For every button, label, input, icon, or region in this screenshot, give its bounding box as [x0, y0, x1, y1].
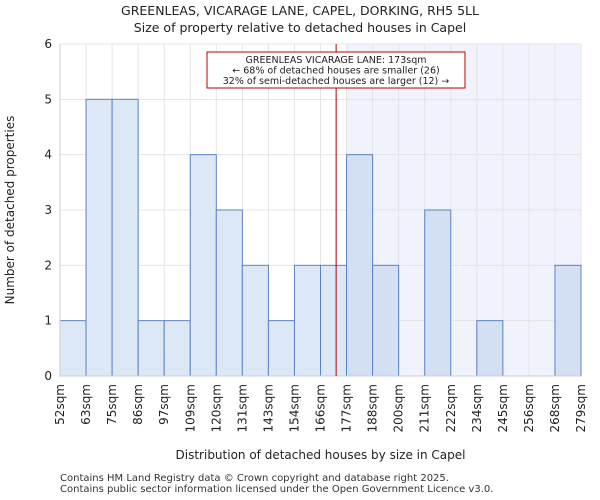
x-tick-label: 86sqm: [131, 384, 145, 425]
x-tick-label: 143sqm: [261, 384, 275, 432]
histogram-bar: [59, 320, 87, 377]
chart-subtitle: Size of property relative to detached ho…: [133, 20, 467, 35]
annotation-line-3: 32% of semi-detached houses are larger (…: [223, 76, 450, 87]
x-tick-label: 63sqm: [79, 384, 93, 425]
histogram-bar: [85, 98, 113, 377]
annotation-line-1: GREENLEAS VICARAGE LANE: 173sqm: [246, 55, 427, 66]
histogram-bar: [267, 320, 295, 377]
x-tick-label: 200sqm: [392, 384, 406, 432]
x-tick-label: 97sqm: [157, 384, 171, 425]
y-tick-label: 1: [44, 314, 52, 328]
histogram-bar: [554, 264, 582, 377]
x-tick-label: 75sqm: [105, 384, 119, 425]
x-tick-label: 211sqm: [418, 384, 432, 432]
annotation-box: [206, 51, 466, 89]
histogram-bar: [189, 154, 217, 377]
histogram-bar: [424, 209, 452, 377]
footer-line-1: Contains HM Land Registry data © Crown c…: [60, 473, 449, 484]
histogram-bar: [320, 264, 348, 377]
y-tick-label: 2: [44, 258, 52, 272]
x-tick-label: 131sqm: [235, 384, 249, 432]
x-tick-label: 245sqm: [496, 384, 510, 432]
footer-line-2: Contains public sector information licen…: [60, 484, 494, 495]
y-tick-label: 5: [44, 92, 52, 106]
chart-title: GREENLEAS, VICARAGE LANE, CAPEL, DORKING…: [121, 3, 479, 18]
y-tick-label: 6: [44, 37, 52, 51]
annotation-line-2: ← 68% of detached houses are smaller (26…: [232, 66, 439, 77]
histogram-bar: [372, 264, 400, 377]
x-tick-label: 120sqm: [209, 384, 223, 432]
y-tick-label: 4: [44, 148, 52, 162]
histogram-bar: [346, 154, 374, 377]
histogram-bar: [293, 264, 322, 377]
histogram-bar: [476, 320, 504, 377]
x-tick-label: 154sqm: [287, 384, 301, 432]
histogram-bar: [241, 264, 269, 377]
x-tick-label: 222sqm: [444, 384, 458, 432]
x-tick-label: 166sqm: [314, 384, 328, 432]
histogram-bar: [111, 98, 139, 377]
histogram-bar: [163, 320, 191, 377]
x-tick-label: 234sqm: [470, 384, 484, 432]
y-tick-label: 3: [44, 203, 52, 217]
histogram-bar: [215, 209, 243, 377]
y-tick-label: 0: [44, 369, 52, 383]
x-tick-label: 256sqm: [522, 384, 536, 432]
x-axis-label: Distribution of detached houses by size …: [176, 448, 466, 462]
x-tick-label: 188sqm: [366, 384, 380, 432]
x-tick-label: 268sqm: [548, 384, 562, 432]
histogram-bar: [137, 320, 165, 377]
x-tick-label: 52sqm: [53, 384, 67, 425]
x-tick-label: 177sqm: [340, 384, 354, 432]
y-axis-label: Number of detached properties: [3, 116, 17, 305]
x-tick-label: 279sqm: [574, 384, 588, 432]
x-tick-label: 109sqm: [183, 384, 197, 432]
